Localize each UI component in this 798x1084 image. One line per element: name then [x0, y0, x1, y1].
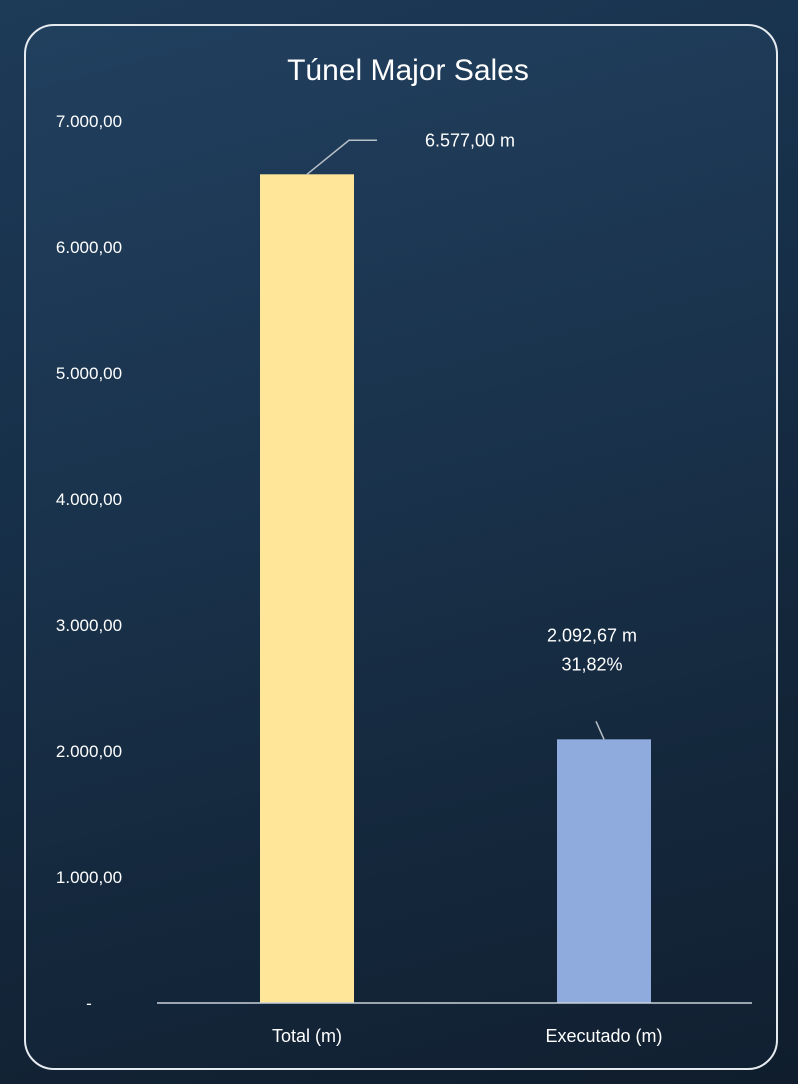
chart-panel: [24, 24, 778, 1070]
y-tick-label: -: [86, 994, 92, 1013]
y-tick-label: 5.000,00: [56, 364, 122, 383]
data-label: 2.092,67 m: [547, 625, 637, 645]
leader-line: [306, 139, 377, 175]
data-label: 31,82%: [561, 654, 622, 674]
y-tick-label: 1.000,00: [56, 868, 122, 887]
leader-line: [595, 721, 605, 740]
chart-title: Túnel Major Sales: [287, 54, 529, 87]
x-axis: Total (m) Executado (m): [272, 1026, 663, 1046]
y-tick-label: 7.000,00: [56, 112, 122, 131]
bars: [260, 174, 651, 1004]
y-tick-label: 6.000,00: [56, 238, 122, 257]
y-axis: - 1.000,00 2.000,00 3.000,00 4.000,00 5.000,0…: [56, 112, 122, 1013]
data-label: 6.577,00 m: [425, 130, 515, 150]
data-labels: 6.577,00 m 2.092,67 m 31,82%: [306, 130, 637, 740]
bar: [260, 174, 354, 1004]
y-tick-label: 2.000,00: [56, 742, 122, 761]
bar: [557, 739, 651, 1003]
y-tick-label: 4.000,00: [56, 490, 122, 509]
x-tick-label: Executado (m): [545, 1026, 662, 1046]
y-tick-label: 3.000,00: [56, 616, 122, 635]
x-tick-label: Total (m): [272, 1026, 342, 1046]
